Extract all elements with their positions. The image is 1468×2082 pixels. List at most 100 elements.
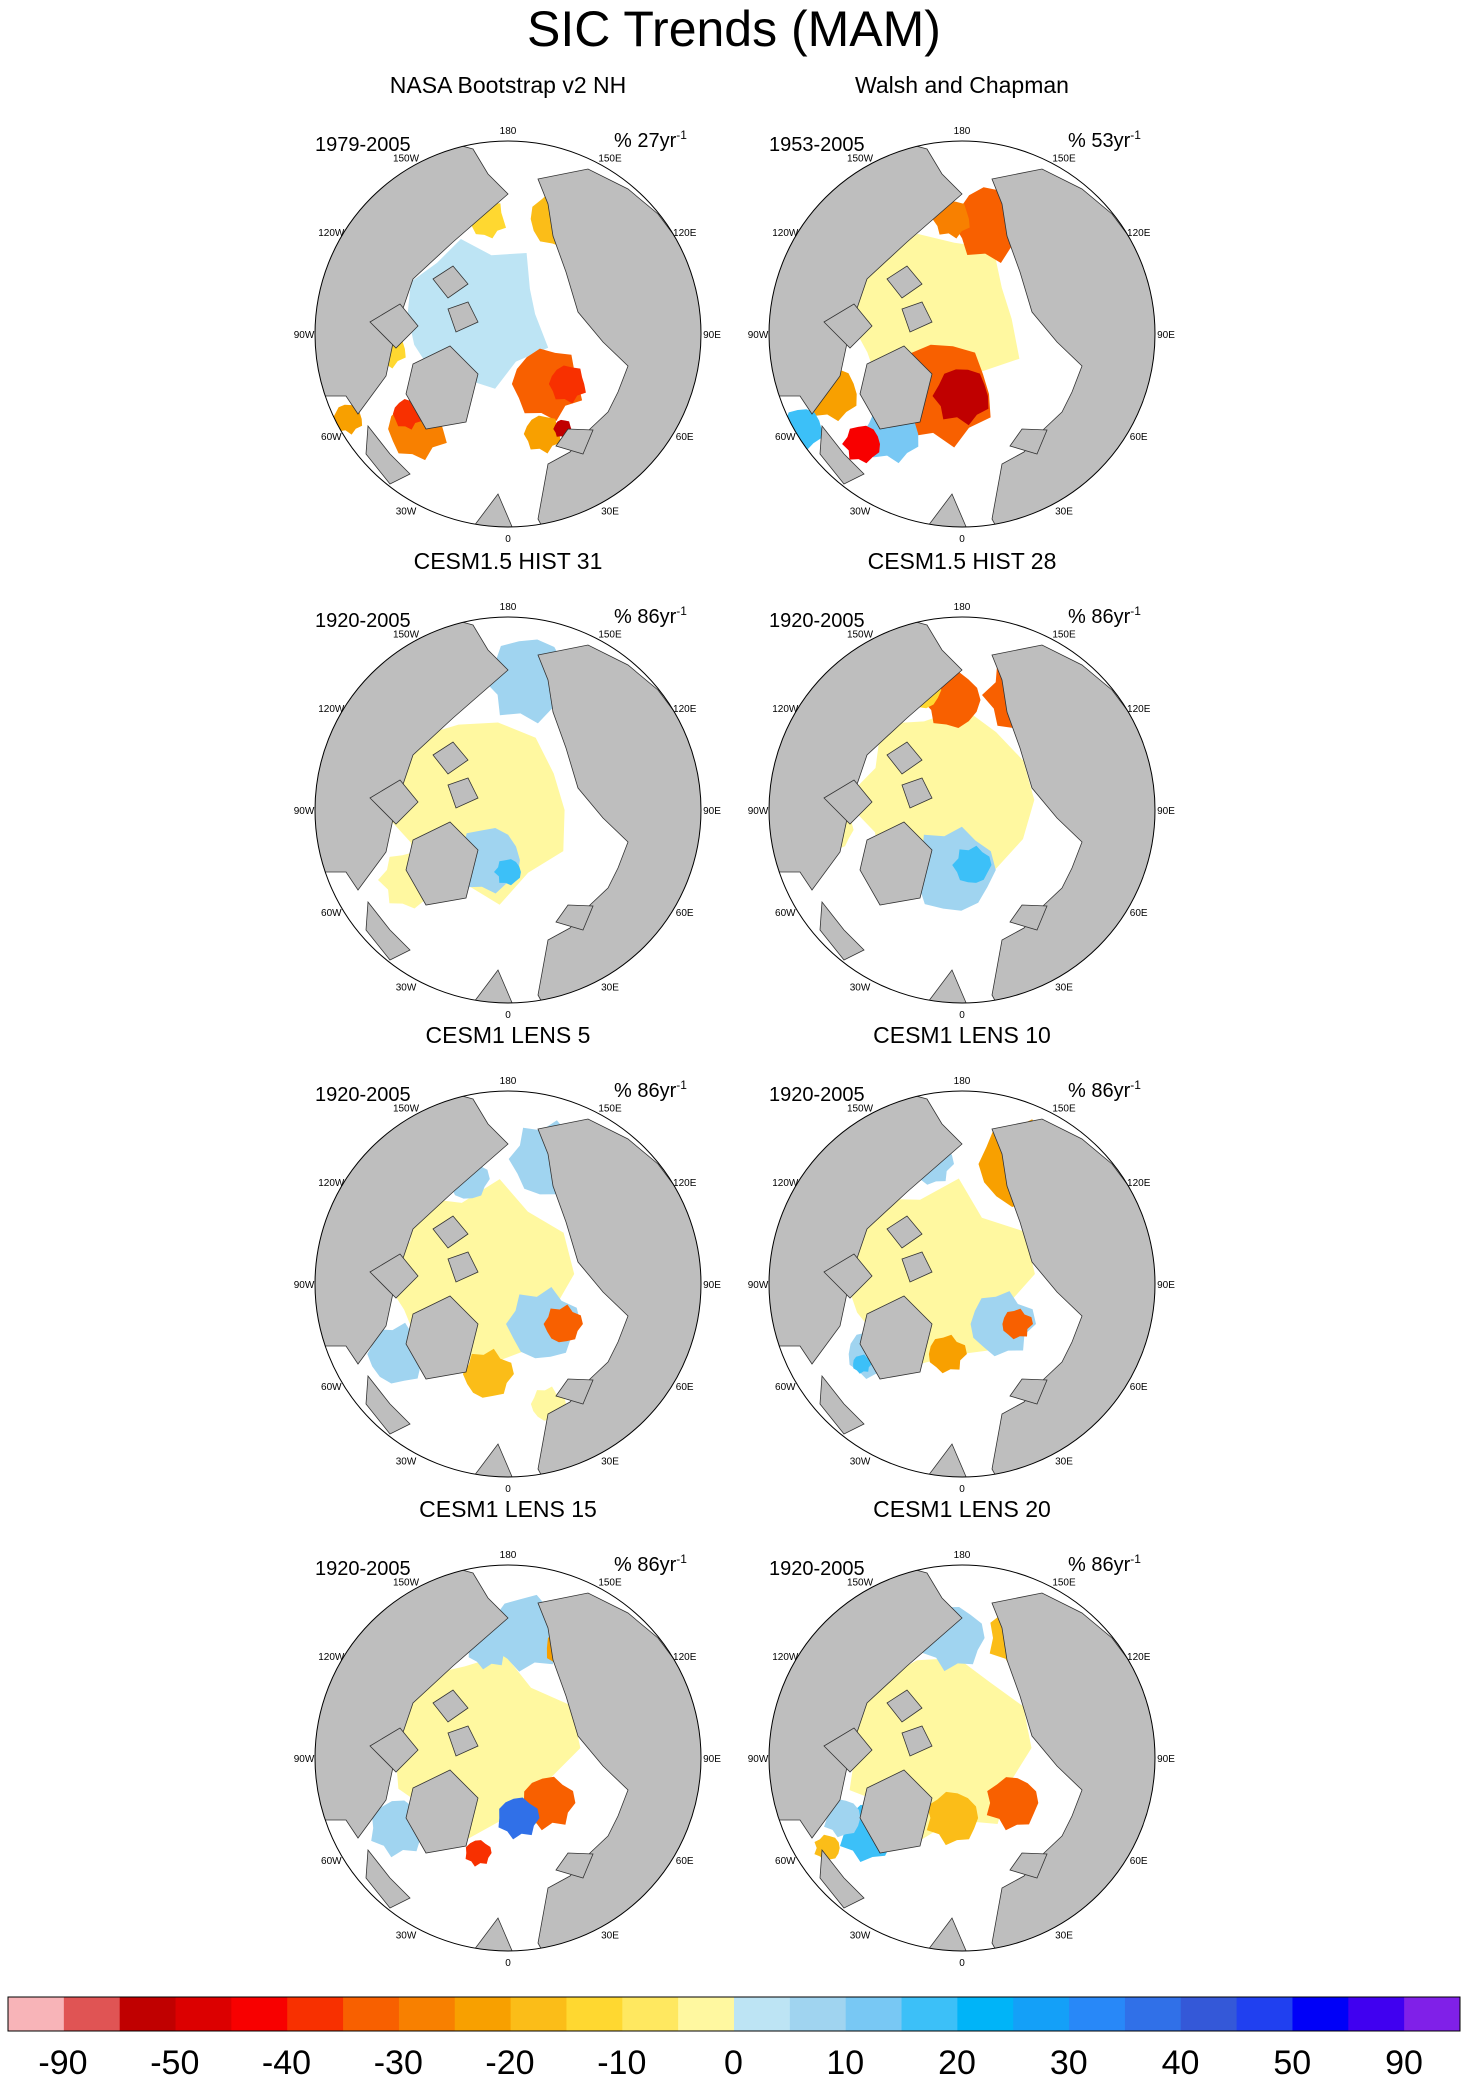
trend-region (523, 415, 561, 454)
panel-units-sup: -1 (1130, 1552, 1141, 1566)
polar-map (315, 1091, 701, 1477)
panel-units-sup: -1 (676, 128, 687, 142)
panel-units-base: % 86yr (1068, 1080, 1131, 1102)
land (555, 1852, 594, 1879)
longitude-label: 0 (959, 1958, 965, 1969)
land (901, 777, 933, 809)
land (555, 428, 594, 455)
longitude-label: 90E (703, 330, 721, 341)
land (1009, 428, 1048, 455)
land (886, 1689, 923, 1723)
land (819, 900, 865, 961)
longitude-label: 30W (850, 1931, 871, 1942)
longitude-label: 30E (601, 1931, 619, 1942)
panel: CESM1.5 HIST 31 1920-2005 % 86yr-1 180 150E 1… (294, 548, 722, 1021)
colorbar-swatch (231, 1997, 288, 2031)
land (823, 779, 873, 825)
colorbar-tick-label: -50 (150, 2044, 199, 2082)
longitude-label: 90W (294, 330, 315, 341)
panel: CESM1.5 HIST 28 1920-2005 % 86yr-1 180 150E 1… (748, 548, 1176, 1021)
land (886, 741, 923, 775)
colorbar-swatch (1404, 1997, 1461, 2031)
longitude-label: 60W (775, 1856, 796, 1867)
longitude-label: 30E (601, 983, 619, 994)
polar-map (769, 617, 1155, 1003)
land (432, 265, 469, 299)
longitude-label: 60E (1130, 908, 1148, 919)
longitude-label: 120E (1127, 1652, 1151, 1663)
panel: NASA Bootstrap v2 NH 1979-2005 % 27yr-1 180… (294, 72, 722, 545)
land (859, 1769, 933, 1854)
longitude-label: 150E (598, 153, 622, 164)
longitude-label: 90E (1157, 1280, 1175, 1291)
longitude-label: 30W (850, 983, 871, 994)
longitude-label: 60W (775, 908, 796, 919)
land (819, 1848, 865, 1909)
longitude-label: 0 (505, 1010, 511, 1021)
trend-region (548, 365, 586, 404)
longitude-label: 180 (500, 1076, 517, 1087)
panel-units-sup: -1 (1130, 604, 1141, 618)
longitude-label: 30W (396, 1457, 417, 1468)
trend-region (462, 1348, 514, 1398)
panel-units-base: % 86yr (1068, 606, 1131, 628)
panel-units-base: % 27yr (614, 130, 677, 152)
map-border (314, 1090, 702, 1478)
land (447, 1725, 479, 1757)
panel: Walsh and Chapman 1953-2005 % 53yr-1 180 150… (748, 72, 1176, 545)
land (819, 1374, 865, 1435)
longitude-label: 60W (775, 1382, 796, 1393)
land (911, 493, 978, 527)
longitude-label: 120W (318, 1178, 345, 1189)
trend-region (842, 425, 880, 464)
longitude-label: 150E (598, 1577, 622, 1588)
panel: CESM1 LENS 15 1920-2005 % 86yr-1 180 150E 120… (294, 1496, 722, 1969)
map-border (314, 616, 702, 1004)
longitude-label: 60W (775, 432, 796, 443)
land (365, 900, 411, 961)
colorbar-swatch (1069, 1997, 1126, 2031)
land (901, 1251, 933, 1283)
longitude-label: 120E (673, 1178, 697, 1189)
colorbar: -90 -50 -40 -30 -20 -10 0 10 20 30 40 50 90 (7, 1996, 1461, 2082)
longitude-label: 90E (703, 806, 721, 817)
land (447, 777, 479, 809)
longitude-label: 90W (294, 1754, 315, 1765)
longitude-label: 30E (601, 507, 619, 518)
colorbar-swatch (175, 1997, 232, 2031)
colorbar-tick-label: 10 (826, 2044, 864, 2082)
colorbar-tick-label: 50 (1273, 2044, 1311, 2082)
panel: CESM1 LENS 5 1920-2005 % 86yr-1 180 150E 120E… (294, 1022, 722, 1495)
longitude-label: 0 (959, 534, 965, 545)
land (447, 1251, 479, 1283)
colorbar-swatch (1348, 1997, 1405, 2031)
land (369, 303, 419, 349)
colorbar-tick-label: -30 (374, 2044, 423, 2082)
land (457, 969, 524, 1003)
panel: CESM1 LENS 20 1920-2005 % 86yr-1 180 150E 120… (748, 1496, 1176, 1969)
longitude-label: 30E (1055, 1931, 1073, 1942)
longitude-label: 90W (748, 1280, 769, 1291)
longitude-label: 30W (850, 507, 871, 518)
panel-units-base: % 86yr (614, 1080, 677, 1102)
colorbar-tick-label: -10 (597, 2044, 646, 2082)
longitude-label: 120W (772, 228, 799, 239)
longitude-label: 30E (1055, 1457, 1073, 1468)
longitude-label: 150E (598, 629, 622, 640)
colorbar-swatch (287, 1997, 344, 2031)
longitude-label: 30W (850, 1457, 871, 1468)
longitude-label: 60E (1130, 1856, 1148, 1867)
land (886, 265, 923, 299)
longitude-label: 150E (598, 1103, 622, 1114)
trend-region (928, 1334, 967, 1374)
longitude-label: 60W (321, 1856, 342, 1867)
panel-title: CESM1 LENS 10 (873, 1022, 1051, 1048)
longitude-label: 150E (1052, 629, 1076, 640)
longitude-label: 90E (1157, 1754, 1175, 1765)
colorbar-swatch (343, 1997, 400, 2031)
polar-map (769, 1091, 1155, 1477)
longitude-label: 90E (1157, 330, 1175, 341)
longitude-label: 120E (673, 1652, 697, 1663)
land (823, 1727, 873, 1773)
